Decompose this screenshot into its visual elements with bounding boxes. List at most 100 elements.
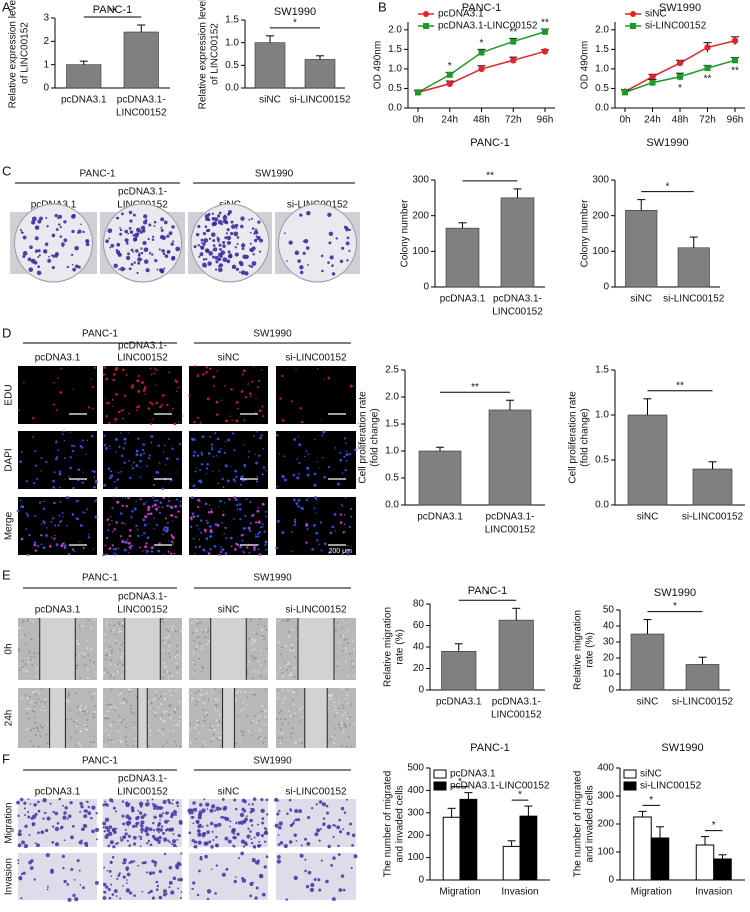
speck [299,709,301,711]
cell [64,457,66,459]
speck [82,652,84,654]
speck [255,657,257,659]
speck [206,745,208,747]
speck [123,719,125,721]
speck [119,716,121,718]
y-tick-label: 1.0 [388,64,402,75]
cell [224,502,225,503]
bar [442,651,477,690]
speck [176,708,178,710]
cell [237,243,239,245]
speck [33,691,35,693]
speck [176,645,178,647]
speck [116,664,118,666]
cell [148,457,150,459]
speck [75,731,77,733]
cell [330,532,332,534]
cell [259,409,262,412]
cell [321,255,324,258]
speck [264,710,266,712]
cell [143,214,147,218]
speck [107,672,109,674]
cell [168,372,170,374]
cell [296,840,298,842]
cell [196,525,198,527]
cell [122,369,125,372]
y-tick-label: 1.5 [225,15,239,26]
speck [247,669,249,671]
cell [118,548,120,550]
cell [128,803,130,805]
cell [220,448,222,450]
cell [124,862,126,864]
speck [128,689,130,691]
speck [266,709,268,711]
cell [212,222,216,226]
cell [239,271,241,273]
speck [120,740,122,742]
point [510,57,516,63]
cell [277,859,281,863]
speck [254,715,256,717]
cell [220,816,222,818]
cell [339,830,342,833]
cell [161,506,163,508]
cell [242,878,246,882]
cell [206,366,208,368]
cell [256,510,259,513]
cell [122,885,124,887]
cell [140,836,142,838]
cell [56,543,59,546]
cell [127,252,130,255]
cell [105,444,106,445]
legend-label: pcDNA3.1-LINC00152 [450,781,550,792]
speck [204,716,206,718]
cell [121,505,123,507]
cell [95,516,98,519]
speck [162,746,164,748]
speck [295,690,297,692]
speck [288,631,290,633]
cell [229,416,230,417]
cell [20,506,22,508]
cell [171,256,175,260]
cell [74,246,79,251]
cell [338,888,342,892]
chart-title: SW1990 [646,137,688,149]
cell [138,375,140,377]
cell [218,244,221,247]
speck [347,621,349,623]
cell [207,808,209,810]
cell [261,834,264,837]
cell [85,453,86,454]
cell [305,523,308,526]
cell [114,264,118,268]
speck [195,648,197,650]
speck [342,705,344,707]
speck [282,676,284,678]
speck [35,734,37,736]
cell [259,251,261,253]
speck [155,695,157,697]
cell [163,554,164,555]
cell [158,472,160,474]
cell [52,480,55,483]
x-tick-label: LINC00152 [491,710,542,721]
speck [105,654,107,656]
cell [154,500,156,502]
cell [53,382,55,384]
cell [168,828,170,830]
speck [179,746,181,748]
cell [221,522,223,524]
cell [152,803,154,805]
speck [204,741,206,743]
cell [158,841,161,844]
cell [252,253,254,255]
cell [351,867,353,869]
speck [169,705,171,707]
cell [209,504,210,505]
column-label: siNC [218,605,240,616]
speck [36,691,38,693]
cell [232,845,234,847]
y-axis-label: of LINC00152 [210,23,221,85]
